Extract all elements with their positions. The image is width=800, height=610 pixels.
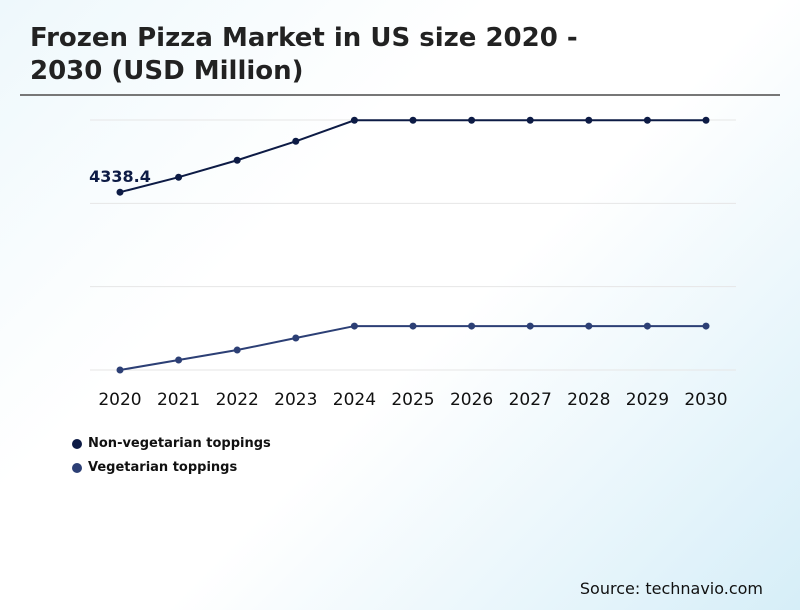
legend-label: Vegetarian toppings	[88, 460, 238, 475]
data-point	[233, 346, 241, 354]
data-point	[175, 356, 183, 364]
legend-item-non-vegetarian: Non-vegetarian toppings	[72, 436, 271, 451]
x-tick-label: 2030	[684, 390, 727, 410]
data-point	[116, 188, 124, 196]
x-tick-label: 2020	[98, 390, 141, 410]
data-point	[468, 116, 476, 124]
series-line-1	[119, 325, 706, 371]
data-point	[526, 322, 534, 330]
data-point	[409, 322, 417, 330]
legend-dot-icon	[72, 462, 82, 473]
legend-label: Non-vegetarian toppings	[88, 436, 271, 451]
data-point	[292, 334, 300, 342]
x-tick-label: 2026	[450, 390, 493, 410]
x-tick-label: 2028	[567, 390, 610, 410]
x-tick-label: 2021	[157, 390, 200, 410]
x-tick-label: 2023	[274, 390, 317, 410]
data-point	[233, 156, 241, 164]
source-text: Source: technavio.com	[579, 579, 763, 598]
data-point	[409, 116, 417, 124]
data-point	[116, 366, 124, 374]
data-point	[585, 322, 593, 330]
series-line-0	[119, 119, 706, 194]
data-point	[468, 322, 476, 330]
data-point	[175, 173, 183, 181]
data-point	[643, 116, 651, 124]
data-point	[526, 116, 534, 124]
data-point	[702, 322, 710, 330]
data-label: 4338.4	[89, 167, 151, 186]
x-tick-label: 2022	[216, 390, 259, 410]
title-divider	[20, 94, 780, 96]
x-tick-label: 2029	[626, 390, 669, 410]
x-tick-label: 2024	[333, 390, 376, 410]
line-chart: 2020 2021 2022 2023 2024 2025 2026 2027 2028 2029…	[89, 116, 736, 410]
x-tick-label: 2027	[509, 390, 552, 410]
legend-item-vegetarian: Vegetarian toppings	[72, 460, 237, 475]
data-point	[292, 137, 300, 145]
data-point	[350, 116, 358, 124]
legend-dot-icon	[72, 438, 82, 449]
data-point	[702, 116, 710, 124]
chart-title: Frozen Pizza Market in US size 2020 - 20…	[30, 23, 578, 86]
data-point	[350, 322, 358, 330]
x-tick-label: 2025	[391, 390, 434, 410]
data-point	[585, 116, 593, 124]
data-point	[643, 322, 651, 330]
